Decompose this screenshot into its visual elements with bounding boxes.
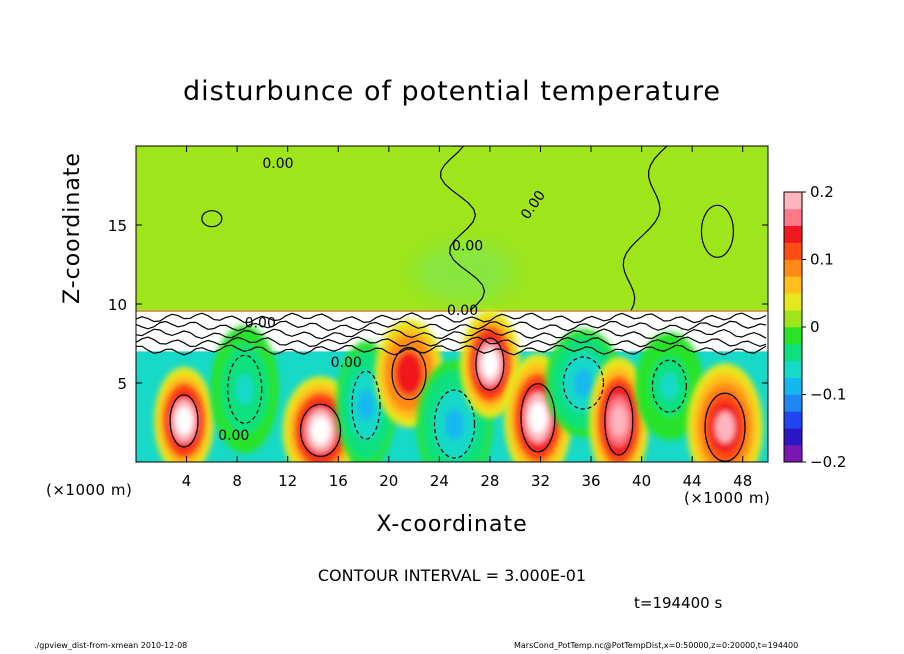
contour-line <box>562 356 605 410</box>
colorbar-segment <box>784 428 802 446</box>
inversion-contours <box>136 312 767 356</box>
colorbar-segment <box>784 259 802 277</box>
roll-cell-ring <box>444 408 465 440</box>
colorbar-segment <box>784 310 802 328</box>
contour-line <box>201 210 223 228</box>
x-unit-label-left: (×1000 m) <box>46 481 133 499</box>
contour-line <box>433 389 476 459</box>
contour-interval-text: CONTOUR INTERVAL = 3.000E-01 <box>317 566 587 585</box>
y-tick-label: 15 <box>108 217 127 235</box>
roll-cell-ring <box>175 406 193 435</box>
contour-label: 0.00 <box>452 238 483 254</box>
contour-label: 0.00 <box>218 428 249 444</box>
contour-label: 0.00 <box>331 355 362 371</box>
x-tick-label: 44 <box>683 472 702 490</box>
roll-cell <box>210 325 279 454</box>
roll-cell-ring <box>235 373 254 405</box>
x-tick-label: 12 <box>278 472 297 490</box>
time-stamp: t=194400 s <box>634 594 723 612</box>
footer-left: ./gpview_dist-from-xmean 2010-12-08 <box>34 641 188 650</box>
contour-line <box>704 392 746 462</box>
colorbar-tick-label: 0 <box>810 318 820 336</box>
contour-line <box>651 359 688 413</box>
colorbar-segment <box>784 293 802 311</box>
x-unit-label-right: (×1000 m) <box>684 489 771 507</box>
upper-contour <box>440 146 486 311</box>
contour-label: 0.00 <box>245 316 276 332</box>
roll-cell-ring <box>660 372 679 401</box>
contour-line <box>391 346 427 401</box>
colorbar-segment <box>784 242 802 260</box>
footer-right: MarsCond_PotTemp.nc@PotTempDist,x=0:5000… <box>514 641 799 650</box>
y-tick-label: 5 <box>117 375 127 393</box>
contour-line <box>169 394 199 448</box>
colorbar-segment <box>784 225 802 243</box>
colorbar-segment <box>784 192 802 210</box>
upper-glow <box>414 242 515 303</box>
contour-label: 0.00 <box>447 303 478 319</box>
roll-cell-ring <box>610 405 628 437</box>
x-tick-label: 32 <box>531 472 550 490</box>
roll-cell <box>459 310 520 419</box>
x-tick-label: 8 <box>232 472 242 490</box>
x-tick-label: 20 <box>379 472 398 490</box>
roll-cell-ring <box>528 402 547 434</box>
contour-lines <box>136 146 767 462</box>
colorbar-segment <box>784 276 802 294</box>
colorbar-segment <box>784 360 802 378</box>
colorbar-segment <box>784 208 802 227</box>
contour-line <box>700 204 735 258</box>
contour-line <box>351 370 381 440</box>
roll-cell-ring <box>481 350 499 379</box>
colorbar-segment <box>784 411 802 429</box>
heatmap-field: 0.000.000.000.000.000.000.00 <box>136 146 768 462</box>
colorbar-tick-label: −0.1 <box>810 386 846 404</box>
colorbar: 0.2 0.1 0 −0.1 −0.2 <box>783 183 846 471</box>
x-tick-label: 16 <box>329 472 348 490</box>
upper-contour <box>622 146 668 311</box>
contour-line <box>604 386 634 456</box>
roll-cell-ring <box>573 369 594 397</box>
roll-cell-ring <box>400 359 419 388</box>
x-tick-label: 28 <box>480 472 499 490</box>
colorbar-segment <box>784 327 802 345</box>
chart-title: disturbunce of potential temperature <box>183 76 721 107</box>
roll-cell-ring <box>357 389 375 421</box>
contour-line <box>299 403 342 457</box>
y-tick-label: 10 <box>108 296 127 314</box>
colorbar-segment <box>784 343 802 362</box>
x-tick-label: 4 <box>182 472 192 490</box>
x-tick-label: 36 <box>581 472 600 490</box>
colorbar-tick-label: −0.2 <box>810 453 846 471</box>
contour-line <box>520 383 556 453</box>
colorbar-segment <box>784 445 802 463</box>
roll-cell-ring <box>310 416 331 445</box>
roll-cell-ring <box>715 411 735 443</box>
contour-line <box>227 354 263 424</box>
x-tick-label: 48 <box>733 472 752 490</box>
inversion-line <box>136 309 768 312</box>
x-tick-label: 40 <box>632 472 651 490</box>
contour-label: 0.00 <box>262 156 293 172</box>
colorbar-segment <box>784 377 802 395</box>
roll-cells <box>154 310 764 462</box>
roll-cell <box>154 366 215 462</box>
x-tick-label: 24 <box>430 472 449 490</box>
colorbar-segment <box>784 394 802 412</box>
contour-line <box>475 337 505 391</box>
colorbar-tick-label: 0.1 <box>810 251 834 269</box>
x-axis-label: X-coordinate <box>376 512 528 537</box>
colorbar-tick-label: 0.2 <box>810 183 834 201</box>
